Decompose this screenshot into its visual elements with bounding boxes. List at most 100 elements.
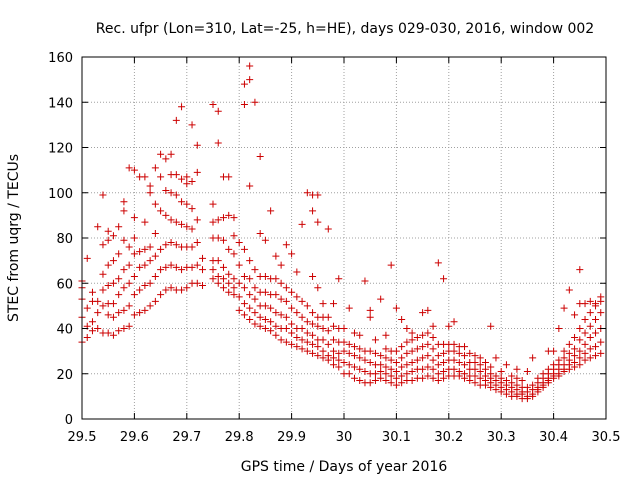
- data-point: [309, 320, 317, 328]
- data-point: [277, 279, 285, 287]
- data-point: [246, 275, 254, 283]
- data-point: [282, 297, 290, 305]
- data-point: [141, 245, 149, 253]
- data-point: [162, 211, 170, 219]
- data-point: [434, 370, 442, 378]
- data-point: [178, 286, 186, 294]
- data-point: [188, 121, 196, 129]
- data-point: [597, 349, 605, 357]
- data-point: [371, 336, 379, 344]
- data-point: [288, 320, 296, 328]
- data-point: [130, 250, 138, 258]
- data-point: [445, 322, 453, 330]
- data-point: [419, 354, 427, 362]
- data-point: [345, 370, 353, 378]
- data-point: [83, 254, 91, 262]
- data-point: [440, 358, 448, 366]
- data-point: [125, 322, 133, 330]
- data-point: [314, 218, 322, 226]
- data-point: [571, 345, 579, 353]
- data-point: [94, 325, 102, 332]
- data-point: [592, 315, 600, 323]
- data-point: [172, 218, 180, 226]
- data-point: [429, 365, 437, 373]
- data-point: [235, 261, 243, 269]
- data-point: [183, 180, 191, 188]
- data-point: [398, 372, 406, 380]
- data-point: [518, 377, 526, 385]
- data-point: [434, 259, 442, 267]
- x-tick-label: 29.6: [120, 430, 149, 445]
- data-point: [230, 291, 238, 299]
- data-point: [387, 261, 395, 269]
- data-point: [115, 327, 123, 335]
- y-tick-label: 0: [65, 413, 73, 428]
- data-point: [99, 270, 107, 278]
- data-point: [246, 182, 254, 190]
- data-point: [104, 261, 112, 269]
- data-point: [377, 374, 385, 382]
- data-point: [235, 306, 243, 314]
- data-point: [251, 98, 259, 106]
- data-point: [586, 322, 594, 330]
- data-point: [188, 225, 196, 233]
- data-point: [288, 329, 296, 337]
- data-point: [403, 338, 411, 346]
- data-point: [251, 266, 259, 274]
- data-point: [461, 370, 469, 378]
- data-point: [293, 293, 301, 301]
- data-point: [109, 279, 117, 287]
- data-point: [99, 286, 107, 294]
- data-point: [324, 352, 332, 360]
- y-tick-label: 120: [48, 142, 73, 157]
- data-point: [172, 116, 180, 124]
- y-tick-label: 20: [56, 368, 73, 383]
- data-point: [487, 363, 495, 371]
- data-point: [424, 363, 432, 371]
- data-point: [340, 325, 348, 332]
- data-point: [377, 352, 385, 360]
- data-point: [424, 329, 432, 337]
- data-point: [523, 383, 531, 391]
- y-axis-tick-labels: 0 20 40 60 80 100 120 140 160: [48, 51, 73, 428]
- data-point: [125, 261, 133, 269]
- data-point: [193, 279, 201, 287]
- data-point: [476, 354, 484, 362]
- data-point: [597, 338, 605, 346]
- data-point: [555, 356, 563, 364]
- data-point: [440, 349, 448, 357]
- data-point: [319, 347, 327, 355]
- data-point: [167, 189, 175, 197]
- data-point: [199, 282, 207, 290]
- data-point: [146, 257, 154, 265]
- data-point: [214, 216, 222, 224]
- data-point: [581, 300, 589, 308]
- data-point: [272, 291, 280, 299]
- data-point: [309, 272, 317, 280]
- data-point: [193, 168, 201, 176]
- data-point: [345, 349, 353, 357]
- data-point: [565, 286, 573, 294]
- data-point: [235, 279, 243, 287]
- data-point: [366, 379, 374, 387]
- data-point: [178, 198, 186, 206]
- data-point: [476, 374, 484, 382]
- data-point: [440, 367, 448, 375]
- data-point: [565, 356, 573, 364]
- data-point: [240, 284, 248, 292]
- data-point: [356, 331, 364, 339]
- data-point: [571, 358, 579, 366]
- data-point: [272, 275, 280, 283]
- data-point: [408, 347, 416, 355]
- data-point: [413, 356, 421, 364]
- data-point: [178, 266, 186, 274]
- data-point: [109, 300, 117, 308]
- data-point: [151, 200, 159, 208]
- data-point: [240, 300, 248, 308]
- data-point: [219, 214, 227, 222]
- data-point: [419, 309, 427, 317]
- data-point: [178, 103, 186, 111]
- data-point: [387, 379, 395, 387]
- data-point: [230, 232, 238, 240]
- data-point: [109, 313, 117, 321]
